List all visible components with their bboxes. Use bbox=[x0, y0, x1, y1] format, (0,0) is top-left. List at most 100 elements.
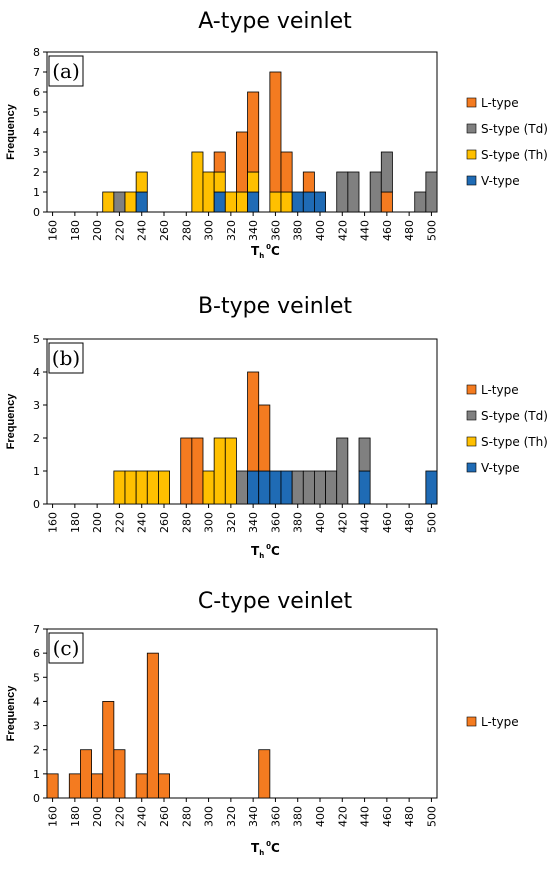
bar-l-type bbox=[80, 749, 92, 799]
bar-s-type-th bbox=[202, 171, 215, 213]
x-tick-label: 480 bbox=[403, 806, 416, 827]
bar-v-type bbox=[247, 470, 260, 505]
x-axis-title-main: T bbox=[251, 841, 260, 855]
x-axis-title-main: T bbox=[251, 544, 260, 558]
bar-l-type bbox=[247, 371, 260, 472]
x-tick-label: 280 bbox=[180, 512, 193, 533]
y-tick-label: 5 bbox=[33, 333, 40, 346]
bar-v-type bbox=[425, 470, 438, 505]
x-tick-label: 280 bbox=[180, 806, 193, 827]
x-axis-title: Th0C bbox=[251, 840, 280, 857]
y-tick-label: 5 bbox=[33, 671, 40, 684]
legend-swatch bbox=[466, 384, 477, 395]
bar-s-type-td bbox=[358, 437, 371, 472]
legend-swatch bbox=[466, 97, 477, 108]
x-tick-label: 160 bbox=[47, 512, 60, 533]
x-tick-label: 500 bbox=[425, 220, 438, 241]
bar-l-type bbox=[280, 151, 293, 193]
bar-v-type bbox=[302, 191, 315, 213]
x-tick-label: 300 bbox=[203, 220, 216, 241]
x-axis-title-unit: C bbox=[271, 244, 280, 258]
y-tick-label: 1 bbox=[33, 186, 40, 199]
x-tick-label: 320 bbox=[225, 806, 238, 827]
bar-s-type-th bbox=[280, 191, 293, 213]
legend-swatch bbox=[466, 436, 477, 447]
bar-l-type bbox=[91, 773, 104, 799]
bar-s-type-th bbox=[124, 470, 137, 505]
legend-label: V-type bbox=[481, 461, 520, 475]
bar-l-type bbox=[113, 749, 126, 799]
bar-s-type-th bbox=[191, 151, 204, 213]
bar-s-type-th bbox=[247, 171, 260, 193]
y-tick-label: 7 bbox=[33, 623, 40, 636]
panel-label: (b) bbox=[52, 346, 80, 370]
y-tick-label: 1 bbox=[33, 465, 40, 478]
x-tick-label: 340 bbox=[247, 220, 260, 241]
x-axis-title-unit: C bbox=[271, 841, 280, 855]
bar-v-type bbox=[314, 191, 326, 213]
x-tick-label: 200 bbox=[91, 512, 104, 533]
bar-s-type-th bbox=[213, 171, 226, 193]
x-tick-label: 500 bbox=[425, 512, 438, 533]
bar-s-type-th bbox=[135, 171, 148, 193]
x-tick-label: 320 bbox=[225, 220, 238, 241]
x-tick-label: 180 bbox=[69, 512, 82, 533]
y-tick-label: 4 bbox=[33, 126, 40, 139]
x-axis-title-sub: h bbox=[259, 552, 264, 560]
x-tick-label: 380 bbox=[292, 220, 305, 241]
x-tick-label: 460 bbox=[381, 220, 394, 241]
bar-l-type bbox=[302, 171, 315, 193]
x-tick-label: 360 bbox=[269, 806, 282, 827]
x-tick-label: 260 bbox=[158, 806, 171, 827]
x-tick-label: 380 bbox=[292, 806, 305, 827]
x-tick-label: 340 bbox=[247, 806, 260, 827]
legend-label: L-type bbox=[481, 96, 519, 110]
x-axis-title-main: T bbox=[251, 244, 260, 258]
x-tick-label: 200 bbox=[91, 806, 104, 827]
x-tick-label: 160 bbox=[47, 806, 60, 827]
y-tick-label: 1 bbox=[33, 768, 40, 781]
bar-v-type bbox=[258, 470, 271, 505]
bar-l-type bbox=[213, 151, 226, 173]
bar-l-type bbox=[269, 71, 282, 193]
legend-label: S-type (Th) bbox=[481, 148, 548, 162]
x-tick-label: 400 bbox=[314, 220, 327, 241]
x-tick-label: 420 bbox=[336, 806, 349, 827]
panel-label-box bbox=[48, 632, 84, 664]
bar-s-type-td bbox=[325, 470, 338, 505]
bar-l-type bbox=[258, 404, 271, 472]
bar-v-type bbox=[247, 191, 260, 213]
legend-swatch bbox=[466, 716, 477, 727]
legend-swatch bbox=[466, 123, 477, 134]
legend-swatch bbox=[466, 410, 477, 421]
x-tick-label: 340 bbox=[247, 512, 260, 533]
bar-s-type-td bbox=[336, 437, 349, 505]
legend-label: L-type bbox=[481, 715, 519, 729]
x-axis-title-sub: h bbox=[259, 849, 264, 857]
legend-label: S-type (Td) bbox=[481, 122, 548, 136]
bar-l-type bbox=[68, 773, 81, 799]
bar-s-type-td bbox=[236, 470, 248, 505]
bar-s-type-th bbox=[224, 191, 237, 213]
y-tick-label: 3 bbox=[33, 399, 40, 412]
x-tick-label: 480 bbox=[403, 220, 416, 241]
x-tick-label: 260 bbox=[158, 512, 171, 533]
legend-swatch bbox=[466, 149, 477, 160]
x-tick-label: 240 bbox=[136, 220, 149, 241]
x-tick-label: 460 bbox=[381, 806, 394, 827]
bar-s-type-td bbox=[302, 470, 315, 505]
bar-v-type bbox=[213, 191, 226, 213]
bar-v-type bbox=[280, 470, 293, 505]
bar-s-type-th bbox=[202, 470, 215, 505]
panel-label: (c) bbox=[53, 636, 80, 660]
bar-l-type bbox=[247, 91, 260, 173]
bar-s-type-td bbox=[414, 191, 427, 213]
x-tick-label: 440 bbox=[359, 806, 372, 827]
x-tick-label: 400 bbox=[314, 512, 327, 533]
x-tick-label: 420 bbox=[336, 220, 349, 241]
x-tick-label: 360 bbox=[269, 512, 282, 533]
x-axis-title: Th0C bbox=[251, 543, 280, 560]
y-tick-label: 8 bbox=[33, 46, 40, 59]
y-tick-label: 5 bbox=[33, 106, 40, 119]
legend-swatch bbox=[466, 462, 477, 473]
